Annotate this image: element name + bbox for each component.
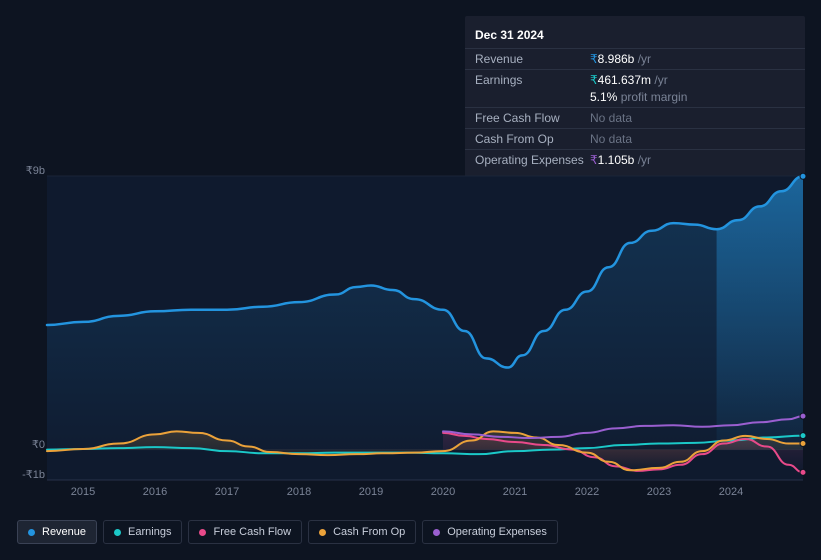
x-axis-label: 2020 bbox=[431, 486, 455, 498]
legend-dot bbox=[114, 529, 121, 536]
x-axis-label: 2022 bbox=[575, 486, 599, 498]
legend-label: Cash From Op bbox=[333, 526, 405, 538]
x-axis-label: 2015 bbox=[71, 486, 95, 498]
tooltip-value: No data bbox=[590, 132, 795, 146]
tooltip-row: 5.1% profit margin bbox=[465, 90, 805, 107]
y-axis-label: -₹1b bbox=[17, 468, 45, 481]
chart-legend: Revenue Earnings Free Cash Flow Cash From O… bbox=[17, 520, 558, 544]
x-axis-label: 2016 bbox=[143, 486, 167, 498]
tooltip-row: Earnings₹461.637m /yr bbox=[465, 69, 805, 90]
tooltip-value: No data bbox=[590, 111, 795, 125]
financials-chart[interactable]: ₹9b ₹0 -₹1b 2015 2016 2017 2018 2019 2020 2021 20… bbox=[17, 150, 807, 510]
tooltip-row: Revenue₹8.986b /yr bbox=[465, 48, 805, 69]
x-axis-label: 2018 bbox=[287, 486, 311, 498]
y-axis-label: ₹9b bbox=[17, 164, 45, 177]
tooltip-value: ₹8.986b /yr bbox=[590, 52, 795, 66]
legend-item-operating-expenses[interactable]: Operating Expenses bbox=[422, 520, 558, 544]
x-axis-label: 2017 bbox=[215, 486, 239, 498]
legend-item-cash-from-op[interactable]: Cash From Op bbox=[308, 520, 416, 544]
legend-item-earnings[interactable]: Earnings bbox=[103, 520, 182, 544]
tooltip-label: Revenue bbox=[475, 52, 590, 66]
x-axis-label: 2021 bbox=[503, 486, 527, 498]
tooltip-date: Dec 31 2024 bbox=[465, 24, 805, 48]
legend-dot bbox=[433, 529, 440, 536]
legend-dot bbox=[28, 529, 35, 536]
legend-dot bbox=[319, 529, 326, 536]
tooltip-value: 5.1% profit margin bbox=[590, 90, 795, 104]
y-axis-label: ₹0 bbox=[17, 438, 45, 451]
legend-item-revenue[interactable]: Revenue bbox=[17, 520, 97, 544]
legend-label: Free Cash Flow bbox=[213, 526, 291, 538]
tooltip-row: Cash From OpNo data bbox=[465, 128, 805, 149]
legend-label: Operating Expenses bbox=[447, 526, 547, 538]
tooltip-value: ₹461.637m /yr bbox=[590, 73, 795, 87]
tooltip-label bbox=[475, 90, 590, 104]
legend-label: Earnings bbox=[128, 526, 171, 538]
tooltip-label: Cash From Op bbox=[475, 132, 590, 146]
tooltip-label: Free Cash Flow bbox=[475, 111, 590, 125]
tooltip-label: Earnings bbox=[475, 73, 590, 87]
x-axis-label: 2024 bbox=[719, 486, 743, 498]
x-axis-label: 2019 bbox=[359, 486, 383, 498]
x-axis-label: 2023 bbox=[647, 486, 671, 498]
tooltip-row: Free Cash FlowNo data bbox=[465, 107, 805, 128]
legend-item-free-cash-flow[interactable]: Free Cash Flow bbox=[188, 520, 302, 544]
legend-dot bbox=[199, 529, 206, 536]
legend-label: Revenue bbox=[42, 526, 86, 538]
